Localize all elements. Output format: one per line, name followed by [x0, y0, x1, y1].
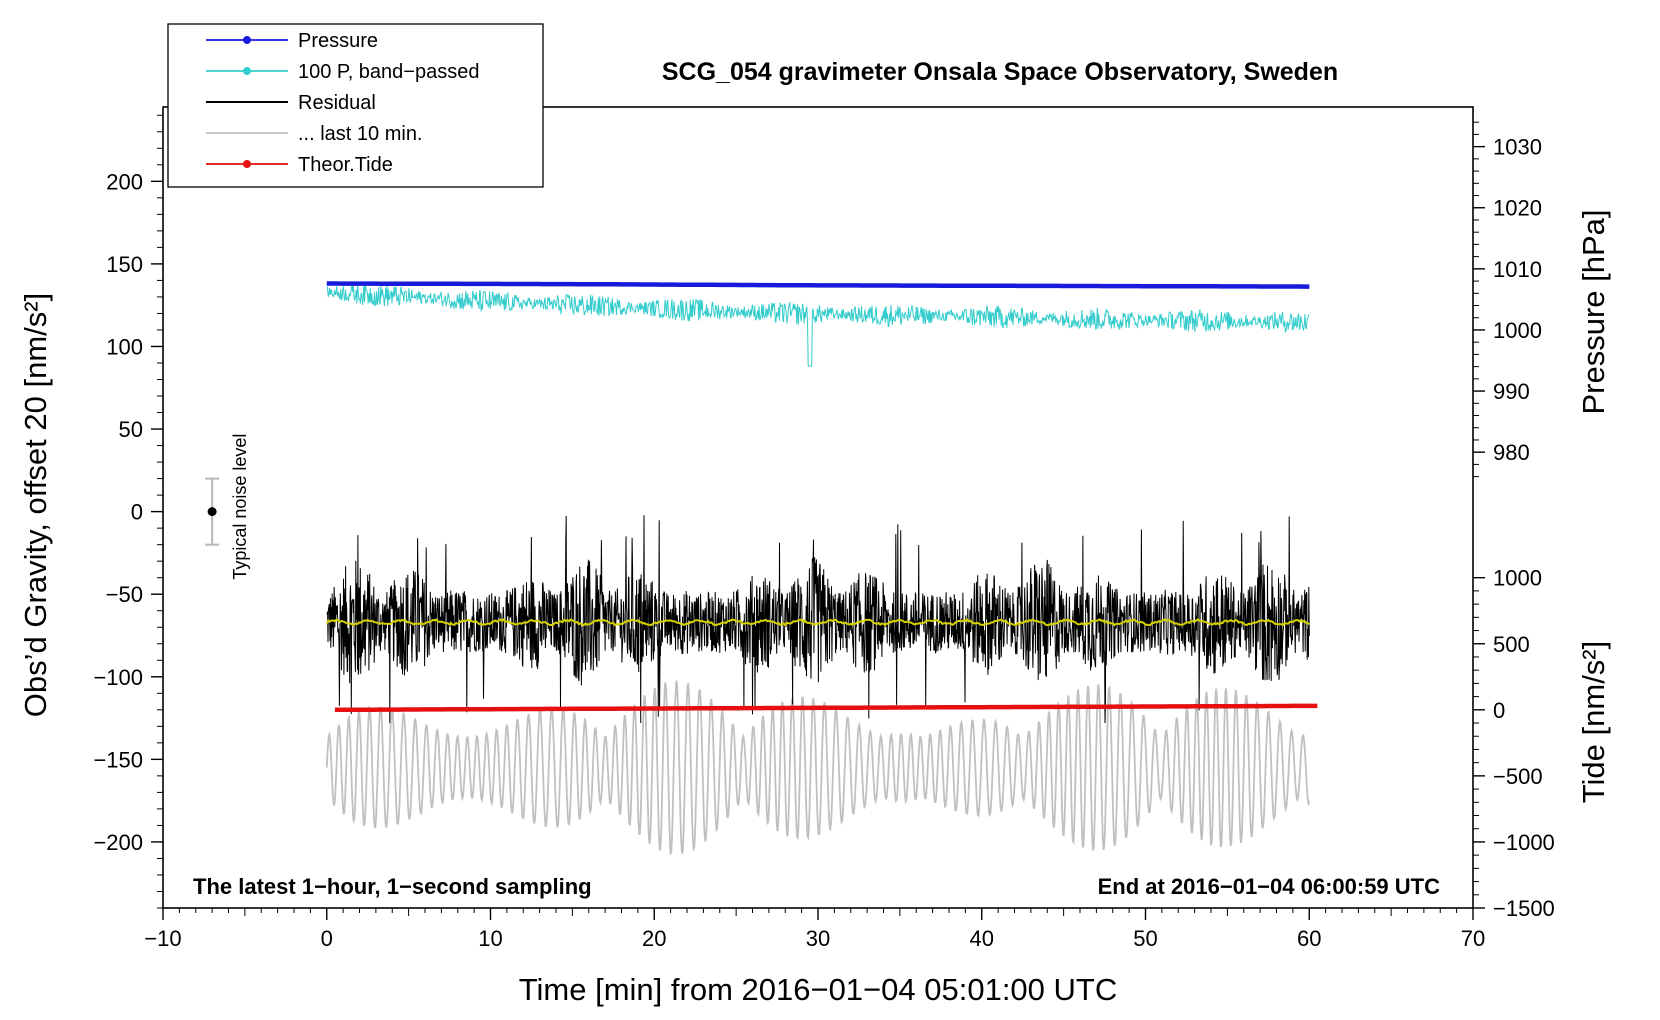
legend-box [167, 23, 544, 188]
series-theor-tide [334, 703, 1318, 713]
y-tick-label-left: 200 [106, 169, 143, 194]
series-residual-smoothed [325, 618, 1310, 627]
legend-label-last10: ... last 10 min. [298, 123, 423, 145]
x-tick-label: −10 [144, 926, 181, 951]
noise-center-dot [207, 507, 217, 517]
x-tick-label: 60 [1297, 926, 1321, 951]
tick-layer: −10 0 10 20 30 40 50 60 70200150100500−50−100−15… [93, 114, 1555, 951]
y-tick-label-left: 50 [119, 417, 143, 442]
pressure-tick-label: 1020 [1493, 196, 1542, 221]
tide-tick-label: 0 [1493, 698, 1505, 723]
noise-level-label: Typical noise level [230, 434, 250, 580]
legend-label-bandpassed: 100 P, band−passed [298, 61, 479, 83]
tide-tick-label: 1000 [1493, 566, 1542, 591]
x-tick-label: 20 [642, 926, 666, 951]
noise-level-indicator: Typical noise level [205, 434, 250, 580]
pressure-tick-label: 980 [1493, 440, 1530, 465]
series-last-10-min [325, 680, 1311, 856]
y-axis-title-left: Obs’d Gravity, offset 20 [nm/s²] [18, 293, 53, 717]
pressure-tick-label: 1010 [1493, 257, 1542, 282]
y-tick-label-left: 150 [106, 252, 143, 277]
y-axis-title-pressure: Pressure [hPa] [1576, 209, 1611, 414]
legend-label-pressure: Pressure [298, 30, 378, 52]
tide-tick-label: −1000 [1493, 830, 1555, 855]
end-time-annotation: End at 2016−01−04 06:00:59 UTC [1098, 874, 1441, 899]
y-tick-label-left: 0 [131, 500, 143, 525]
legend-label-theor_tide: Theor.Tide [298, 154, 393, 176]
y-axis-title-tide: Tide [nm/s²] [1576, 641, 1611, 804]
pressure-tick-label: 1000 [1493, 318, 1542, 343]
sampling-annotation: The latest 1−hour, 1−second sampling [193, 874, 592, 899]
series-residual [326, 515, 1310, 724]
tide-tick-label: −1500 [1493, 896, 1555, 921]
tide-tick-label: −500 [1493, 764, 1543, 789]
x-tick-label: 30 [806, 926, 830, 951]
legend-label-residual: Residual [298, 92, 376, 114]
y-tick-label-left: −200 [93, 830, 143, 855]
tide-tick-label: 500 [1493, 632, 1530, 657]
legend: Pressure 100 P, band−passed Residual ... la… [167, 23, 544, 188]
pressure-tick-label: 990 [1493, 379, 1530, 404]
series-pressure [326, 281, 1310, 289]
chart-title: SCG_054 gravimeter Onsala Space Observat… [662, 58, 1338, 86]
x-tick-label: 70 [1461, 926, 1485, 951]
x-axis-title: Time [min] from 2016−01−04 05:01:00 UTC [519, 972, 1118, 1007]
x-tick-label: 50 [1133, 926, 1157, 951]
series-layer [325, 281, 1318, 856]
y-tick-label-left: 100 [106, 334, 143, 359]
x-tick-label: 10 [478, 926, 502, 951]
legend-marker-pressure [243, 36, 251, 44]
legend-marker-bandpassed [243, 67, 251, 75]
y-tick-label-left: −100 [93, 665, 143, 690]
pressure-tick-label: 1030 [1493, 135, 1542, 160]
x-tick-label: 0 [321, 926, 333, 951]
legend-marker-theor_tide [243, 160, 251, 168]
y-tick-label-left: −150 [93, 747, 143, 772]
series-100p-band-passed [326, 283, 1310, 367]
x-tick-label: 40 [970, 926, 994, 951]
plot-frame [162, 106, 1474, 909]
y-tick-label-left: −50 [106, 582, 143, 607]
